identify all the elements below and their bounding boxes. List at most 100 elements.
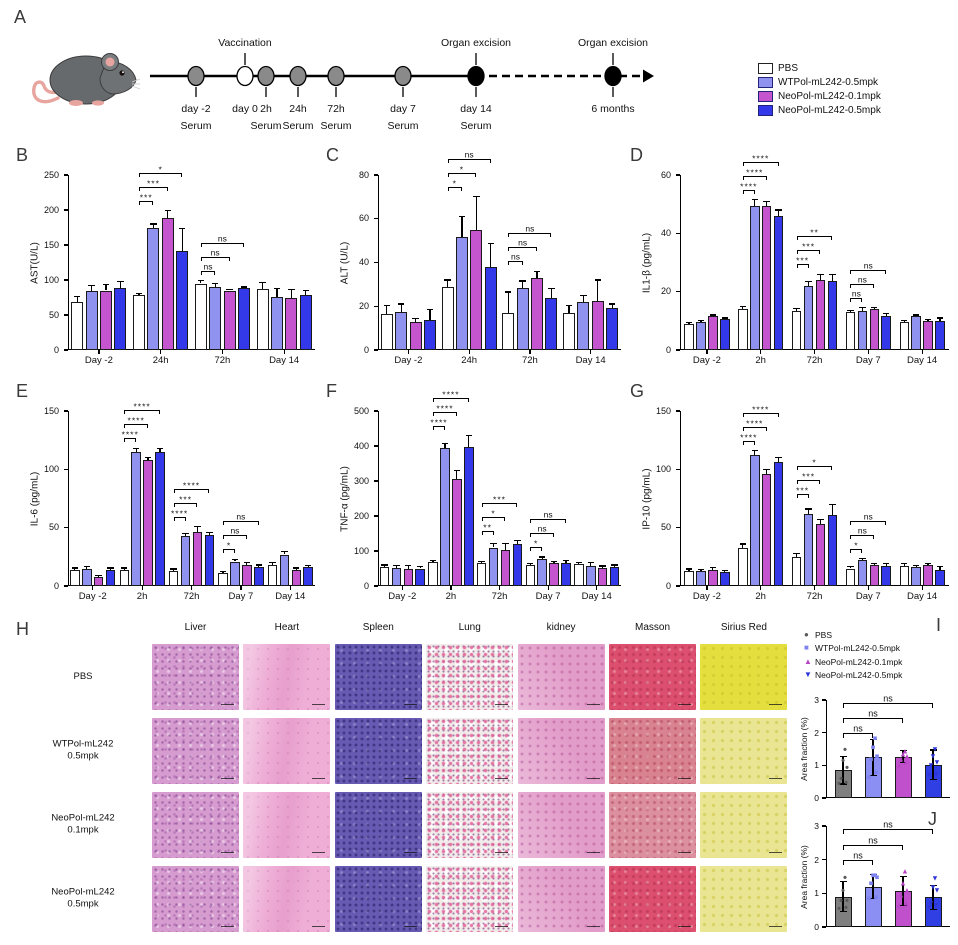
error-bar-cap [929,749,937,751]
error-bar-cap [562,559,570,562]
timeline-point-6-months [604,65,622,87]
error-bar [258,565,260,568]
bar-pbs [194,283,207,350]
error-bar-cap [869,738,877,740]
error-bar [208,532,210,535]
sig-label: **** [752,153,770,164]
error-bar [295,567,297,570]
mouse-eye [119,70,125,76]
bar-wtpol-0-5mpk [750,205,760,350]
bar-pbs [525,565,535,586]
x-tick [221,350,224,354]
error-bar-cap [805,280,812,283]
bar-neopol-0-5mpk [423,320,436,350]
column-header-masson: Masson [634,622,671,633]
timeline-point-day-7 [394,65,412,87]
error-bar [613,565,616,567]
error-bar-cap [383,304,390,306]
bar-neopol-0-1mpk [192,532,203,586]
error-bar-cap [381,564,388,566]
bar-neopol-0-1mpk [100,290,113,350]
bar-neopol-0-5mpk [935,569,945,586]
y-tick-label: 0 [814,922,819,932]
sig-bracket [481,530,494,535]
sig-bracket [447,158,491,163]
bar-neopol-0-5mpk [720,319,730,350]
histology-image-heart [243,644,331,710]
error-bar-cap [107,567,114,569]
y-tick [63,527,68,529]
sig-bracket [433,397,469,402]
error-bar-cap [397,303,405,305]
sig-label: * [459,164,465,175]
error-bar-cap [839,880,847,883]
bar-neopol-0-5mpk [464,446,474,586]
bar-pbs [168,570,179,586]
x-tick [867,350,869,354]
error-bar-cap [150,223,157,225]
sig-label: **** [170,507,189,518]
timeline-arrowhead [643,69,654,83]
sig-label: ns [464,149,474,160]
error-bar-cap [71,567,79,569]
error-bar [444,443,446,448]
x-category-label: Day -2 [394,355,423,366]
bar-pbs [379,566,390,586]
sig-bracket [843,703,933,709]
sig-label: ns [518,237,528,248]
error-bar [902,750,904,763]
error-bar-cap [751,199,758,201]
data-point-pbs: ● [843,776,849,786]
error-bar [234,559,236,562]
error-bar [98,575,100,577]
timeline-label: Serum [321,120,352,132]
error-bar [507,292,509,313]
treatment-legend: PBS WTPol-mL242-0.5mpk NeoPol-mL242-0.1mpk… [758,63,881,119]
y-tick-label: 60 [660,169,671,180]
data-point-wtpol-0-5mpk: ■ [870,742,876,752]
error-bar [903,320,905,323]
scale-bar [586,851,600,853]
error-bar-cap [709,566,717,568]
sig-label: ns [868,708,878,719]
error-bar-cap [304,564,312,567]
error-bar [700,569,702,572]
sig-bracket [433,425,445,430]
bar-neopol-0-1mpk [242,565,252,586]
error-bar [565,560,567,563]
bar-neopol-0-5mpk [155,451,165,586]
error-bar-cap [869,774,877,776]
error-bar-cap [240,286,248,288]
data-point-neopol-0-5mpk: ▼ [933,757,941,767]
bar-neopol-0-5mpk [105,569,116,586]
mouse-eye-glint [122,71,124,74]
sig-bracket [200,242,244,247]
x-category-label: 2h [136,591,148,602]
y-tick [373,585,378,587]
y-tick [63,468,68,471]
bar-neopol-0-1mpk [815,524,826,586]
error-bar [504,543,507,550]
sig-label: * [854,539,859,550]
x-tick [450,586,452,590]
legend-label: NeoPol-mL242-0.5mpk [778,105,881,116]
error-bar-cap [206,531,213,533]
bar-neopol-0-1mpk [531,277,544,350]
timeline-label: 72h [327,103,345,115]
bar-neopol-0-5mpk [484,266,497,350]
y-tick [63,244,68,246]
legend-label: WTPol-mL242-0.5mpk [778,77,879,88]
error-bar [700,320,702,323]
sig-bracket [530,518,566,523]
sig-label: ns [210,247,220,258]
x-tick [921,586,923,590]
scale-bar [221,925,234,927]
scale-bar [586,703,600,705]
error-bar-cap [458,215,466,218]
data-point-pbs: ● [836,778,842,788]
error-bar [138,293,140,296]
error-bar-cap [182,532,189,535]
error-bar [939,317,941,321]
error-bar-cap [929,884,937,887]
bar-neopol-0-5mpk [303,567,313,586]
